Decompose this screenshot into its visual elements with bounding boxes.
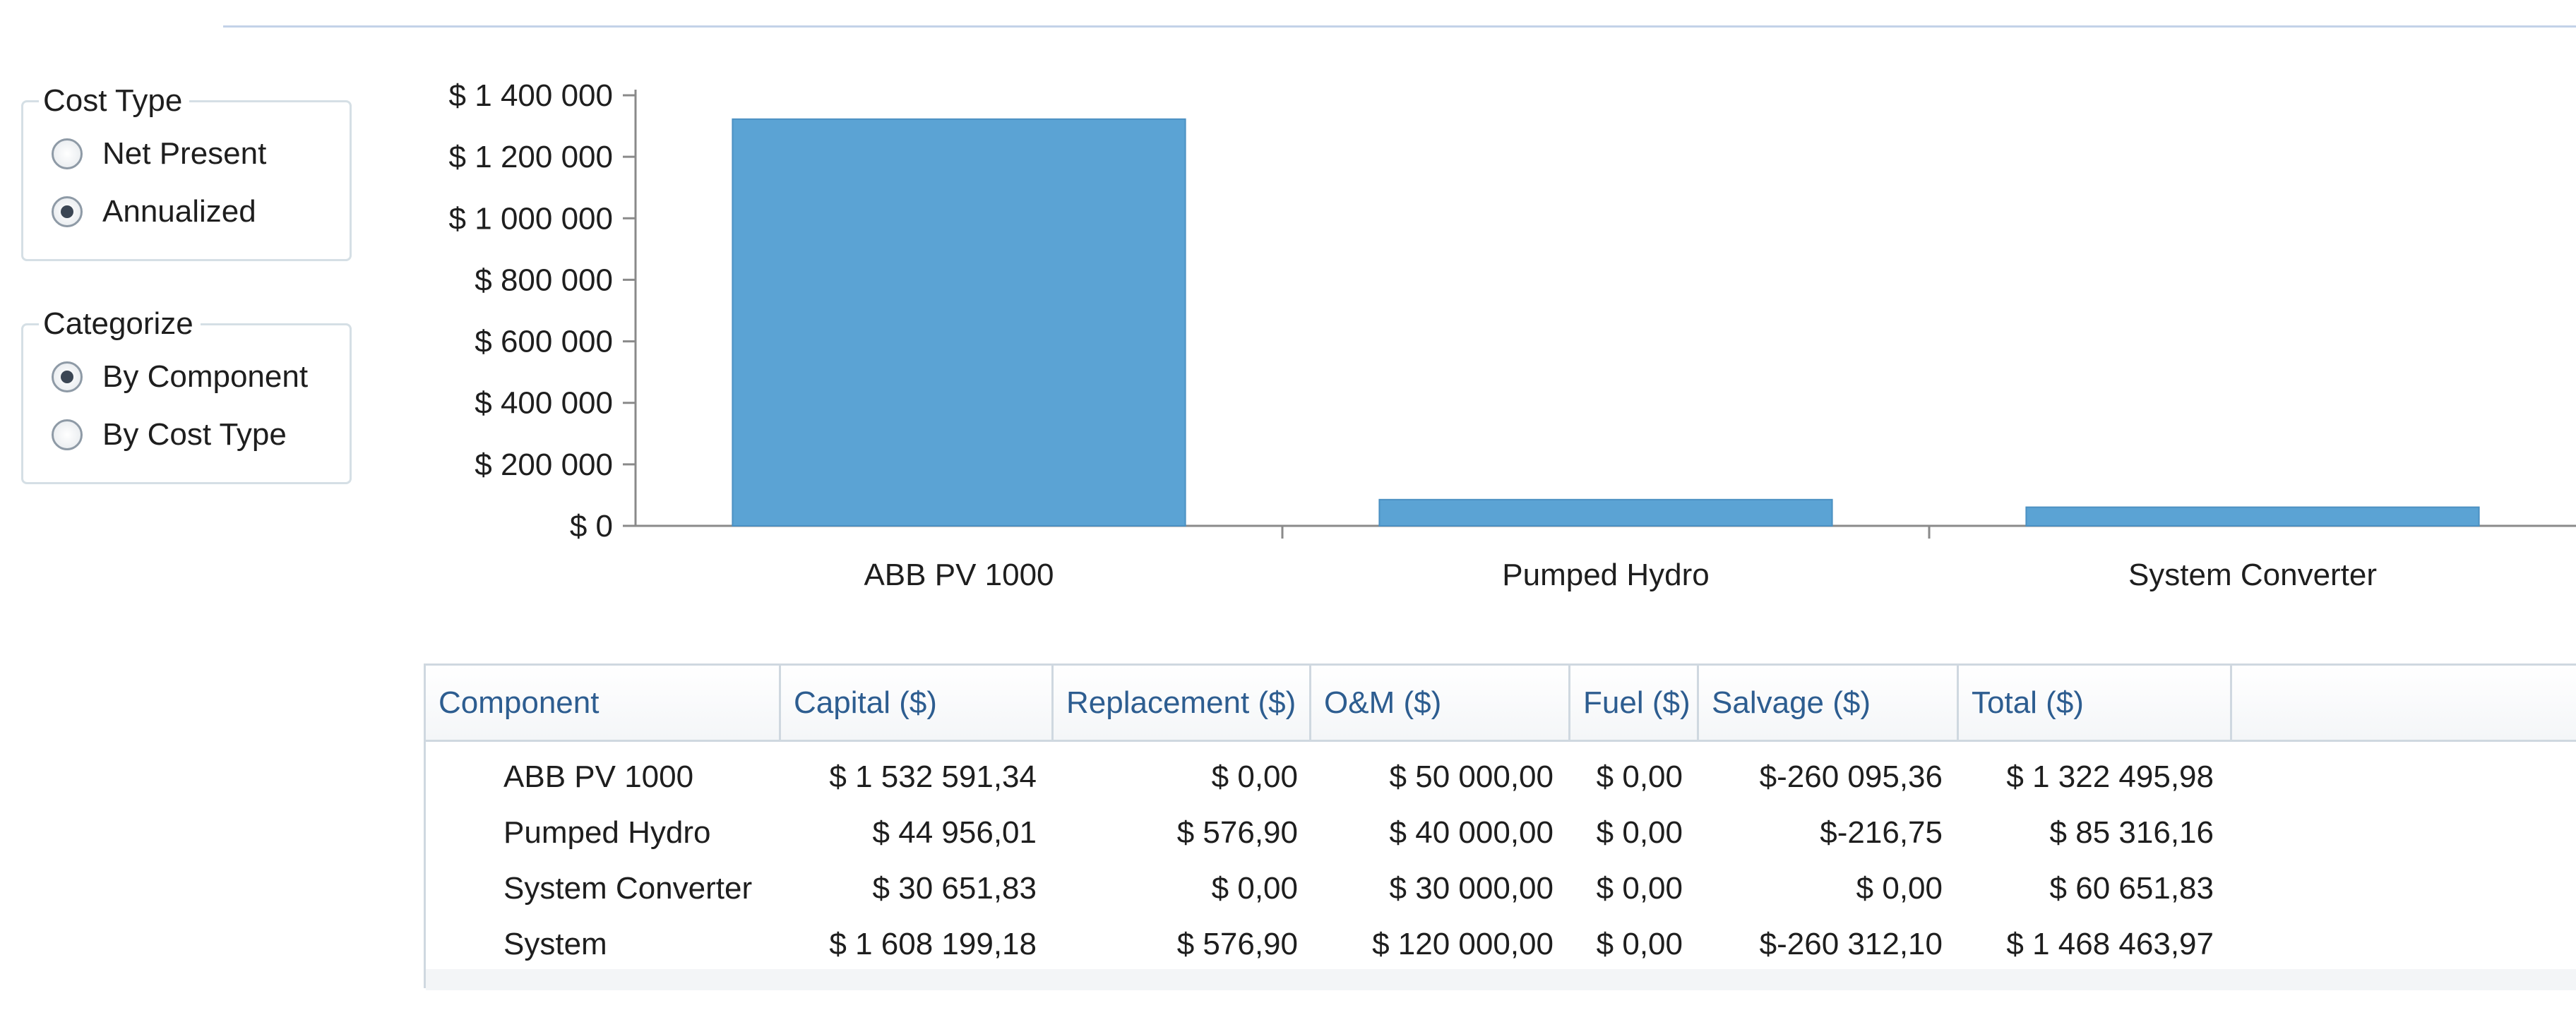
table-footer-strip — [426, 969, 2576, 990]
categorize-group: Categorize By Component By Cost Type — [21, 306, 352, 484]
value-cell: $ 85 316,16 — [2049, 815, 2214, 850]
component-cell: System — [503, 927, 607, 961]
radio-net-present[interactable]: Net Present — [52, 136, 266, 172]
value-cell: $ 0,00 — [1596, 815, 1683, 850]
radio-circle-icon[interactable] — [52, 138, 83, 169]
radio-by-cost-type[interactable]: By Cost Type — [52, 417, 287, 452]
cost-type-title: Cost Type — [39, 83, 190, 119]
value-cell: $ 1 608 199,18 — [829, 927, 1037, 961]
value-cell: $ 0,00 — [1856, 871, 1943, 906]
column-header[interactable]: Component — [426, 666, 781, 740]
bar-pumped-hydro — [1378, 498, 1833, 527]
table-row[interactable]: Pumped Hydro $ 44 956,01 $ 576,90 $ 40 000,… — [426, 805, 2576, 860]
value-cell: $-216,75 — [1820, 815, 1943, 850]
table-row[interactable]: System Converter $ 30 651,83 $ 0,00 $ 30 00… — [426, 860, 2576, 916]
radio-label: Annualized — [102, 194, 256, 229]
y-tick-label: $ 1 400 000 — [449, 78, 613, 113]
radio-circle-icon[interactable] — [52, 361, 83, 392]
value-cell: $ 0,00 — [1596, 759, 1683, 794]
y-tick-label: $ 400 000 — [475, 386, 613, 421]
table-row[interactable]: ABB PV 1000 $ 1 532 591,34 $ 0,00 $ 50 000,… — [426, 749, 2576, 805]
value-cell: $ 60 651,83 — [2049, 871, 2214, 906]
y-tick-label: $ 0 — [570, 509, 613, 543]
value-cell: $ 30 651,83 — [872, 871, 1037, 906]
value-cell: $ 576,90 — [1176, 927, 1298, 961]
table-row[interactable]: System $ 1 608 199,18 $ 576,90 $ 120 000,00… — [426, 916, 2576, 972]
cost-bar-chart: $ 0 $ 200 000 $ 400 000 $ 600 000 $ 800 000 $… — [449, 78, 2576, 592]
y-tick-label: $ 600 000 — [475, 325, 613, 359]
bar-system-converter — [2025, 506, 2480, 527]
value-cell: $ 1 468 463,97 — [2006, 927, 2214, 961]
radio-label: Net Present — [102, 136, 267, 171]
value-cell: $ 50 000,00 — [1389, 759, 1554, 794]
column-header[interactable]: Replacement ($) — [1054, 666, 1311, 740]
value-cell: $-260 312,10 — [1759, 927, 1943, 961]
value-cell: $ 1 322 495,98 — [2006, 759, 2214, 794]
column-header[interactable]: O&M ($) — [1311, 666, 1570, 740]
value-cell: $-260 095,36 — [1759, 759, 1943, 794]
y-tick-label: $ 1 200 000 — [449, 140, 613, 174]
radio-by-component[interactable]: By Component — [52, 359, 308, 395]
value-cell: $ 1 532 591,34 — [829, 759, 1037, 794]
cost-summary-table: Component Capital ($) Replacement ($) O&M (… — [424, 663, 2576, 990]
radio-annualized[interactable]: Annualized — [52, 194, 256, 229]
value-cell: $ 0,00 — [1211, 759, 1298, 794]
y-tick-label: $ 200 000 — [475, 448, 613, 482]
column-header[interactable]: Total ($) — [1959, 666, 2232, 740]
radio-label: By Cost Type — [102, 417, 287, 452]
value-cell: $ 30 000,00 — [1389, 871, 1554, 906]
component-cell: ABB PV 1000 — [503, 759, 694, 794]
radio-circle-icon[interactable] — [52, 419, 83, 450]
value-cell: $ 0,00 — [1596, 927, 1683, 961]
component-cell: System Converter — [503, 871, 753, 906]
x-category-label: System Converter — [2128, 558, 2377, 592]
value-cell: $ 44 956,01 — [872, 815, 1037, 850]
radio-circle-icon[interactable] — [52, 196, 83, 227]
value-cell: $ 120 000,00 — [1372, 927, 1554, 961]
column-header[interactable]: Salvage ($) — [1699, 666, 1959, 740]
categorize-title: Categorize — [39, 306, 201, 342]
table-header: Component Capital ($) Replacement ($) O&M (… — [426, 666, 2576, 742]
radio-label: By Component — [102, 359, 309, 394]
x-category-label: Pumped Hydro — [1502, 558, 1709, 592]
top-divider — [223, 25, 2576, 28]
value-cell: $ 576,90 — [1176, 815, 1298, 850]
value-cell: $ 40 000,00 — [1389, 815, 1554, 850]
value-cell: $ 0,00 — [1596, 871, 1683, 906]
bar-abb-pv-1000 — [732, 118, 1186, 527]
y-tick-label: $ 1 000 000 — [449, 201, 613, 236]
y-tick-label: $ 800 000 — [475, 263, 613, 297]
x-category-label: ABB PV 1000 — [864, 558, 1054, 592]
value-cell: $ 0,00 — [1211, 871, 1298, 906]
column-header[interactable]: Capital ($) — [781, 666, 1054, 740]
column-header[interactable]: Fuel ($) — [1570, 666, 1699, 740]
cost-type-group: Cost Type Net Present Annualized — [21, 83, 352, 261]
component-cell: Pumped Hydro — [503, 815, 711, 850]
